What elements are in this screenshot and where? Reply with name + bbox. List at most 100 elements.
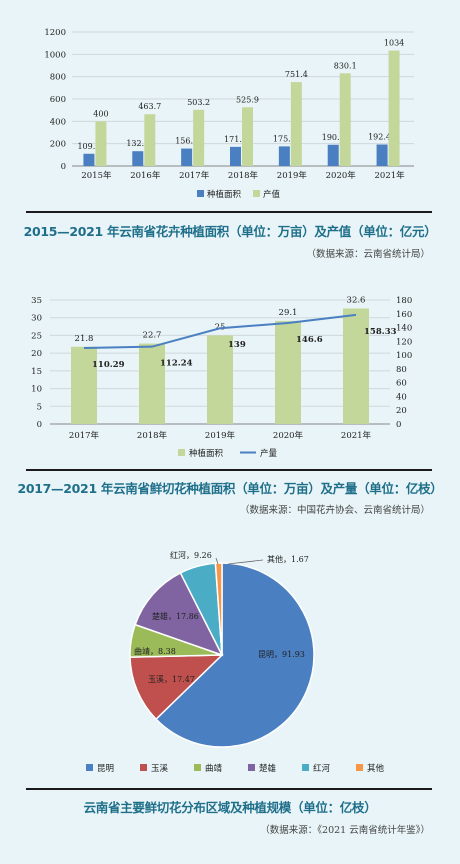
chart1-y-tick-label: 600 [50, 95, 66, 105]
chart2-y2-tick-label: 120 [396, 337, 412, 347]
chart2-y-tick-label: 25 [31, 331, 42, 341]
chart3-slice-label: 曲靖，8.38 [134, 646, 176, 656]
chart3-divider [26, 788, 432, 790]
chart3-svg: 昆明，91.93 玉溪，17.47 曲靖，8.38 楚雄，17.86 红河，9.26 其他… [86, 550, 385, 774]
chart3-caption: 云南省主要鲜切花分布区域及种植规模（单位：亿枝） [83, 800, 377, 815]
chart2-bar [71, 346, 97, 424]
chart3-slice-label: 玉溪，17.47 [148, 674, 195, 684]
chart1-data-label: 830.1 [334, 61, 357, 70]
chart2-y-tick-label: 0 [37, 420, 42, 430]
chart1-x-tick-label: 2018年 [228, 170, 259, 181]
chart2-y-tick-label: 35 [31, 296, 42, 306]
chart2-x-tick-label: 2021年 [341, 430, 372, 441]
chart2-y2-tick-label: 0 [396, 420, 401, 430]
chart1-y-tick-label: 0 [61, 162, 66, 172]
chart1-bar [193, 109, 205, 166]
chart2-y-tick-label: 20 [31, 349, 42, 359]
chart3-legend-label: 昆明 [97, 764, 114, 774]
chart1-data-label: 175.7 [273, 134, 296, 143]
chart2-bar [275, 320, 301, 424]
chart1-bar [327, 144, 339, 166]
chart2-y2-tick-label: 20 [396, 406, 407, 416]
chart2-svg: 0 5 10 15 20 25 30 35 0 20 40 60 80 100 120 140 160 180 21… [31, 296, 412, 459]
chart1-bar [242, 107, 253, 166]
chart2-bar-label: 21.8 [75, 334, 94, 344]
chart2-line-series [83, 313, 357, 350]
chart1-data-label: 1034 [384, 39, 404, 48]
chart1-x-tick-label: 2020年 [326, 170, 357, 181]
chart2-bar [343, 308, 369, 424]
chart3-leader-line [227, 559, 264, 565]
chart2-caption: 2017—2021 年云南省鲜切花种植面积（单位：万亩）及产量（单位：亿枝） [17, 481, 443, 496]
chart1-divider [26, 211, 432, 213]
chart1-y-tick-label: 800 [50, 73, 66, 83]
chart2-bar-label: 29.1 [279, 308, 298, 318]
chart3-legend-label: 楚雄 [259, 763, 277, 774]
chart3-legend-label: 其他 [367, 763, 385, 774]
chart3-slice [129, 654, 224, 721]
chart1-svg: 0 200 400 600 800 1000 1200 109.5 400 2015年 132.5 4… [44, 28, 414, 200]
chart2-y-tick-label: 10 [31, 385, 42, 395]
chart1-y-tick-label: 400 [50, 117, 66, 127]
chart3-legend-swatch [302, 764, 309, 771]
chart3-legend-swatch [140, 764, 147, 771]
chart3-legend-swatch [248, 764, 255, 771]
chart1-y-tick-label: 1200 [44, 28, 66, 38]
chart3-legend-swatch [194, 764, 201, 771]
chart3-legend-label: 曲靖 [205, 763, 223, 774]
chart1-data-label: 171.4 [224, 135, 247, 144]
chart2-y-tick-label: 15 [31, 367, 42, 377]
chart3-slice [214, 562, 223, 656]
chart1-bar [230, 146, 241, 166]
chart1-data-label: 156.2 [175, 137, 198, 146]
chart2-bar-label: 32.6 [347, 296, 366, 306]
chart1-x-tick-label: 2019年 [277, 170, 308, 181]
chart1-data-label: 192.43 [368, 133, 396, 142]
chart3-leader-line [215, 557, 219, 565]
chart3-slice [134, 571, 224, 657]
chart2-line-label: 139 [228, 340, 246, 350]
chart2-line-label: 110.29 [92, 360, 125, 370]
chart1-data-label: 463.7 [138, 102, 161, 111]
chart2-source: （数据来源：中国花卉协会、云南省统计局） [239, 505, 430, 516]
chart1-x-tick-label: 2015年 [81, 170, 112, 181]
chart3-legend-swatch [356, 764, 363, 771]
chart2-line-label: 146.6 [296, 335, 323, 345]
chart2-legend-swatch-bar [178, 449, 185, 456]
chart2-y2-tick-label: 180 [396, 296, 412, 306]
chart2-y2-tick-label: 160 [396, 310, 412, 320]
chart1-bar [376, 144, 388, 166]
chart1-y-tick-label: 1000 [44, 50, 66, 60]
chart2-legend-label-bar: 种植面积 [189, 448, 224, 459]
chart3-slice-label: 红河，9.26 [170, 550, 212, 560]
chart1-bar [388, 50, 400, 166]
chart3-slice-label: 其他，1.67 [267, 554, 309, 564]
chart2-y2-tick-label: 140 [396, 324, 412, 334]
chart2-y-tick-label: 30 [31, 314, 42, 324]
chart1-data-label: 190.1 [322, 133, 345, 142]
chart1-data-label: 503.2 [187, 98, 210, 107]
chart1-data-label: 525.9 [236, 95, 259, 104]
chart2-y2-tick-label: 60 [396, 379, 407, 389]
chart2-bar [207, 335, 233, 424]
chart2-bar-label: 22.7 [143, 331, 162, 341]
chart1-x-tick-label: 2017年 [179, 170, 210, 181]
chart2-y2-tick-label: 80 [396, 365, 407, 375]
chart1-data-label: 132.5 [126, 139, 149, 148]
chart2-x-tick-label: 2018年 [137, 430, 168, 441]
chart1-legend-label: 产值 [263, 189, 281, 200]
chart2-line-label: 112.24 [160, 359, 193, 369]
chart1-data-label: 400 [93, 109, 108, 118]
chart3-slice-label: 昆明，91.93 [258, 650, 305, 659]
chart2-y2-tick-label: 40 [396, 392, 407, 402]
chart3-legend-swatch [86, 764, 93, 771]
chart2-legend-label-line: 产量 [260, 448, 278, 459]
chart1-legend-label: 种植面积 [207, 189, 242, 200]
chart1-x-tick-label: 2016年 [130, 170, 161, 181]
chart1-panel: 0 200 400 600 800 1000 1200 109.5 400 2015年 132.5 4… [0, 0, 460, 262]
chart3-source: （数据来源：《2021 云南省统计年鉴》） [260, 825, 430, 836]
chart1-legend-swatch [253, 190, 260, 197]
chart2-bar [139, 343, 165, 424]
chart1-bar [278, 146, 290, 166]
chart1-bar [144, 114, 156, 166]
